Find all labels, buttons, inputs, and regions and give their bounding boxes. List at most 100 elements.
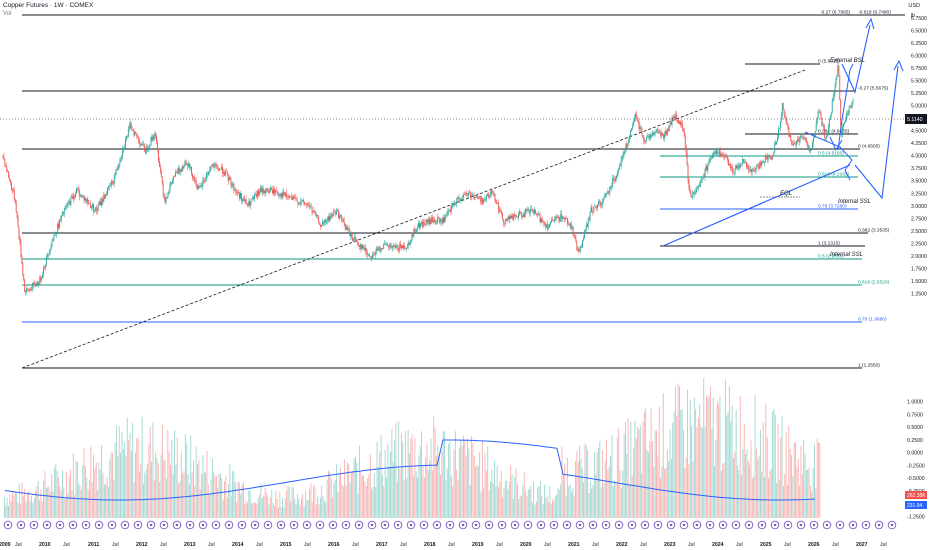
volume-bar <box>255 502 256 518</box>
volume-bar <box>492 483 494 518</box>
candle-body <box>767 155 769 160</box>
volume-bar <box>152 422 154 518</box>
candle-body <box>835 77 837 86</box>
candle-body <box>438 218 440 223</box>
candle-body <box>712 154 714 158</box>
volume-bar <box>278 507 279 518</box>
candle-body <box>60 219 61 221</box>
candle-body <box>721 154 723 156</box>
volume-bar <box>479 452 481 518</box>
candle-body <box>498 203 500 212</box>
candle-body <box>405 248 407 250</box>
candle-body <box>80 194 82 197</box>
volume-bar <box>257 498 259 518</box>
candle-body <box>4 159 6 166</box>
candle-body <box>447 212 449 215</box>
candle-body <box>709 158 711 163</box>
candle-body <box>681 123 683 130</box>
volume-bar <box>585 445 587 518</box>
event-marker-dot <box>162 523 166 527</box>
volume-bar <box>741 474 742 518</box>
candle-body <box>342 219 344 221</box>
candle-body <box>536 213 538 216</box>
candle-body <box>26 288 28 292</box>
candle-body <box>577 249 579 250</box>
projection-arrow <box>841 24 871 94</box>
candle-body <box>253 197 255 199</box>
volume-bar <box>122 448 124 518</box>
candle-body <box>828 126 829 134</box>
candle-body <box>249 201 251 206</box>
volume-bar <box>275 490 277 518</box>
volume-bar <box>430 438 432 518</box>
candle-body <box>238 192 240 193</box>
candle-body <box>240 193 242 202</box>
candle-body <box>283 191 285 195</box>
candle-body <box>574 235 576 239</box>
volume-bar <box>577 461 579 518</box>
candle-body <box>163 193 165 198</box>
unit-label[interactable]: lb <box>910 13 915 19</box>
volume-bar <box>95 462 97 518</box>
candle-body <box>415 230 417 232</box>
volume-bar <box>214 476 216 518</box>
event-marker-dot <box>526 523 530 527</box>
candle-body <box>346 226 348 230</box>
volume-bar <box>373 473 375 518</box>
event-marker-dot <box>110 523 114 527</box>
candle-body <box>158 161 160 167</box>
candle-body <box>336 210 338 215</box>
volume-bar <box>265 492 267 518</box>
candle-body <box>469 192 471 197</box>
volume-bar <box>199 489 201 518</box>
volume-bar <box>282 498 283 518</box>
candle-body <box>426 220 428 222</box>
candle-body <box>67 202 69 206</box>
volume-bar <box>699 404 701 518</box>
candle-body <box>664 134 665 139</box>
volume-bar <box>205 472 207 518</box>
candle-body <box>230 179 232 186</box>
candle-body <box>715 148 717 155</box>
candle-body <box>120 158 122 162</box>
candle-body <box>468 192 470 194</box>
candle-body <box>82 195 84 197</box>
volume-bar <box>268 504 270 518</box>
candle-body <box>504 219 506 224</box>
candle-body <box>539 215 541 223</box>
candle-body <box>387 243 388 246</box>
event-marker-dot <box>357 523 361 527</box>
candle-body <box>543 222 545 225</box>
candle-body <box>563 216 565 219</box>
volume-bar <box>98 462 100 518</box>
candle-body <box>671 117 673 125</box>
volume-bar <box>437 445 439 518</box>
volume-bar <box>753 476 755 518</box>
candle-body <box>436 217 438 223</box>
candle-body <box>549 223 550 228</box>
candle-body <box>318 216 320 223</box>
volume-bar <box>589 481 591 518</box>
candle-body <box>592 211 594 213</box>
projection-arrow <box>804 131 853 181</box>
volume-bar <box>120 452 121 518</box>
volume-ma-line <box>4 439 816 501</box>
candle-body <box>380 250 382 252</box>
volume-bar <box>12 492 13 518</box>
candle-body <box>606 192 608 194</box>
candle-body <box>515 215 517 217</box>
volume-bar <box>109 459 111 518</box>
candle-body <box>365 247 367 253</box>
volume-bar <box>618 428 620 518</box>
volume-bar <box>75 460 77 518</box>
candle-body <box>8 171 10 178</box>
candle-body <box>194 180 196 181</box>
volume-bar <box>561 447 563 518</box>
time-tick-label: 2010 <box>39 542 51 548</box>
volume-bar <box>286 490 288 518</box>
candle-body <box>729 164 730 166</box>
currency-label[interactable]: USD <box>908 3 920 9</box>
volume-bar <box>781 416 783 518</box>
volume-bar <box>112 452 113 518</box>
